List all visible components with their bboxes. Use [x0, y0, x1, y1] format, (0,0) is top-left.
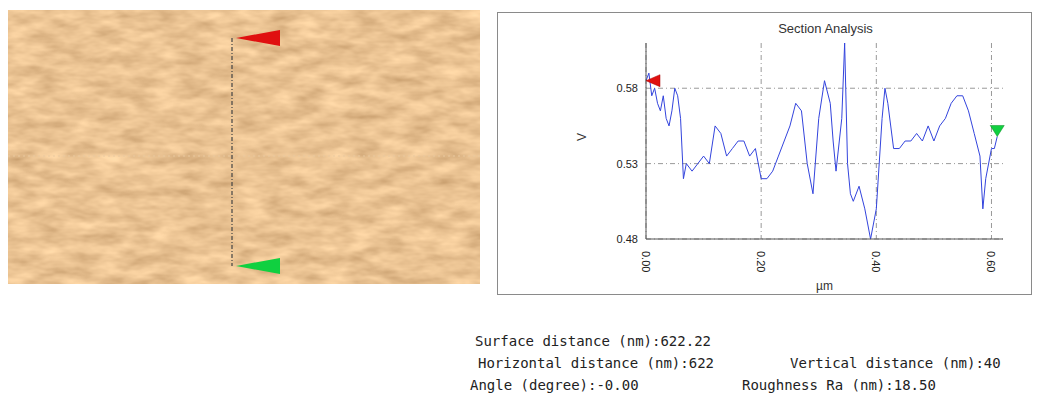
- html-text:Surface distance (nm):622.22: Surface distance (nm):622.22: [475, 333, 711, 349]
- html-text:Roughness Ra (nm):18.50: Roughness Ra (nm):18.50: [742, 377, 936, 393]
- svg-text:µm: µm: [816, 279, 833, 293]
- svg-text:0.40: 0.40: [870, 251, 882, 272]
- svg-text:0.20: 0.20: [755, 251, 767, 272]
- svg-text:0.60: 0.60: [985, 251, 997, 272]
- html-text:Angle (degree):-0.00: Angle (degree):-0.00: [470, 377, 639, 393]
- svg-text:0.58: 0.58: [617, 82, 638, 94]
- svg-text:0.00: 0.00: [640, 251, 652, 272]
- html-text:Section Analysis: Section Analysis: [778, 21, 873, 36]
- html-text:Horizontal distance (nm):622: Horizontal distance (nm):622: [478, 355, 714, 371]
- svg-text:0.53: 0.53: [617, 158, 638, 170]
- svg-text:V: V: [575, 133, 589, 141]
- svg-text:0.48: 0.48: [617, 233, 638, 245]
- html-text:Vertical distance (nm):40: Vertical distance (nm):40: [790, 355, 1001, 371]
